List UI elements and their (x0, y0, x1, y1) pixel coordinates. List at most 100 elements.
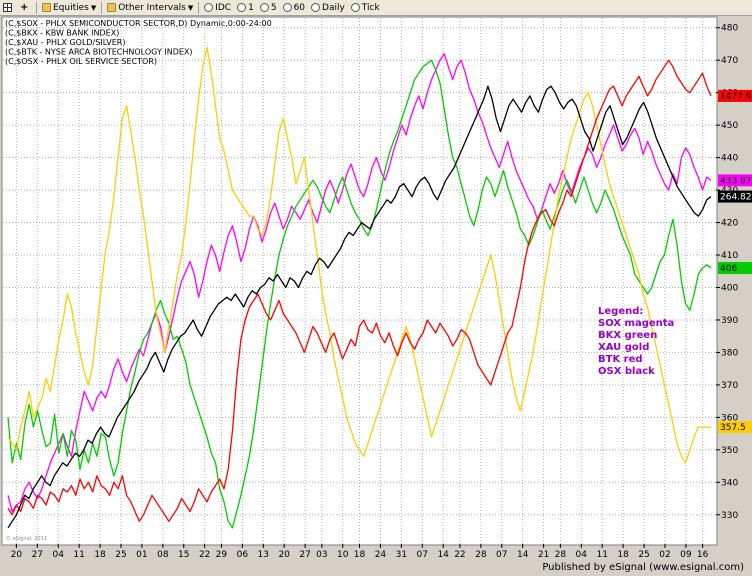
x-tick-label: 24 (375, 550, 387, 560)
series-osx-line (7, 85, 712, 529)
chart-header: (C,$SOX - PHLX SEMICONDUCTOR SECTOR,D) D… (5, 19, 272, 66)
interval-60-button[interactable]: 60 (280, 1, 308, 15)
x-tick-label: 01 (136, 550, 147, 560)
published-by-text: Published by eSignal (www.esignal.com) (542, 562, 744, 573)
x-axis: 20 27 04 11 18 25 01 08 15 22 29 06 13 20 27 03 10 18 24 31… (11, 544, 709, 560)
y-tick-label: 330 (721, 511, 738, 521)
series-bkx-line (7, 59, 712, 529)
legend-line: SOX magenta (598, 318, 674, 329)
x-tick-label: 09 (680, 550, 692, 560)
x-tick-label: 07 (417, 550, 428, 560)
y-tick-label: 420 (721, 219, 738, 229)
interval-label: Tick (361, 2, 380, 13)
x-tick-label: 10 (337, 550, 349, 560)
x-tick-label: 21 (538, 550, 549, 560)
x-tick-label: 20 (11, 550, 23, 560)
interval-label: 1 (248, 2, 254, 13)
other-intervals-label: Other Intervals (118, 2, 186, 13)
folder-icon (107, 3, 117, 12)
legend-line: XAU gold (598, 342, 649, 353)
y-tick-label: 340 (721, 478, 738, 488)
interval-daily-button[interactable]: Daily (308, 1, 348, 15)
x-tick-label: 31 (396, 550, 407, 560)
x-tick-label: 02 (659, 550, 670, 560)
y-tick-label: 440 (721, 154, 738, 164)
y-tick-label: 450 (721, 121, 738, 131)
series-sox-line (7, 53, 712, 513)
header-line: (C,$BTK - NYSE ARCA BIOTECHNOLOGY INDEX) (5, 48, 193, 57)
interval-5-button[interactable]: 5 (257, 1, 280, 15)
series-lines (7, 46, 712, 529)
x-tick-label: 04 (52, 550, 64, 560)
x-tick-label: 28 (555, 550, 567, 560)
x-tick-label: 28 (475, 550, 487, 560)
chevron-down-icon: ▼ (90, 3, 97, 12)
x-tick-label: 25 (638, 550, 649, 560)
x-tick-label: 11 (73, 550, 84, 560)
toolbar-divider (36, 1, 37, 14)
x-tick-label: 29 (216, 550, 228, 560)
clock-icon (311, 3, 321, 12)
y-tick-label: 370 (721, 381, 738, 391)
header-line: (C,$XAU - PHLX GOLD/SILVER) (5, 38, 125, 47)
chart-toolbar: + Equities ▼ Other Intervals ▼ IDC 1 5 60 … (0, 0, 752, 16)
series-osx-last-value: 264.82 (720, 193, 752, 203)
x-tick-label: 18 (94, 550, 106, 560)
x-tick-label: 04 (576, 550, 588, 560)
grid-button[interactable] (0, 1, 17, 15)
x-tick-label: 06 (237, 550, 249, 560)
watermark: © eSignal, 2011 (6, 535, 47, 542)
toolbar-divider (101, 1, 103, 14)
other-intervals-dropdown[interactable]: Other Intervals ▼ (104, 1, 196, 15)
y-tick-label: 350 (721, 446, 738, 456)
x-tick-label: 16 (697, 550, 709, 560)
clock-icon (204, 3, 214, 12)
y-axis: 3303403503603703803904004104204304404504… (716, 24, 752, 521)
x-tick-label: 14 (517, 550, 529, 560)
x-tick-label: 18 (354, 550, 366, 560)
add-button[interactable]: + (17, 1, 34, 15)
x-tick-label: 20 (278, 550, 290, 560)
series-xau-last-value: 357.5 (720, 423, 746, 433)
series-bkx-last-value: 406 (720, 264, 737, 274)
interval-label: 5 (270, 2, 277, 13)
x-tick-label: 27 (299, 550, 310, 560)
folder-icon (42, 3, 51, 12)
clock-icon (282, 3, 292, 12)
series-btk-price-tag (718, 89, 752, 102)
interval-label: Daily (322, 2, 345, 13)
interval-1-button[interactable]: 1 (234, 1, 257, 15)
interval-label: 60 (293, 2, 306, 13)
series-btk-last-value: 1477.91 (720, 92, 752, 102)
x-tick-label: 13 (258, 550, 269, 560)
series-btk-line (7, 59, 712, 522)
series-bkx-price-tag (718, 262, 752, 275)
x-tick-label: 11 (596, 550, 607, 560)
series-sox-last-value: 433.87 (720, 176, 752, 186)
interval-tick-button[interactable]: Tick (348, 1, 383, 15)
header-line: (C,$OSX - PHLX OIL SERVICE SECTOR) (5, 57, 157, 66)
footer: Published by eSignal (www.esignal.com) (0, 561, 752, 576)
header-line: (C,$SOX - PHLX SEMICONDUCTOR SECTOR,D) D… (5, 19, 272, 28)
x-tick-label: 03 (316, 550, 327, 560)
interval-idc-button[interactable]: IDC (201, 1, 234, 15)
y-tick-label: 480 (721, 24, 738, 34)
equities-dropdown[interactable]: Equities ▼ (39, 1, 99, 15)
x-tick-label: 22 (199, 550, 210, 560)
y-tick-label: 400 (721, 283, 738, 293)
grid-icon (3, 3, 12, 12)
header-line: (C,$BKX - KBW BANK INDEX) (5, 29, 119, 38)
x-tick-label: 08 (157, 550, 169, 560)
x-tick-label: 18 (617, 550, 629, 560)
x-tick-label: 25 (115, 550, 126, 560)
legend-line: BTK red (598, 354, 643, 365)
series-xau-price-tag (718, 421, 752, 434)
legend-line: OSX black (598, 366, 655, 377)
x-tick-label: 14 (437, 550, 449, 560)
y-tick-label: 380 (721, 348, 738, 358)
toolbar-divider (198, 1, 200, 14)
y-tick-label: 360 (721, 413, 738, 423)
chart[interactable]: (C,$SOX - PHLX SEMICONDUCTOR SECTOR,D) D… (0, 16, 752, 561)
clock-icon (350, 3, 360, 12)
